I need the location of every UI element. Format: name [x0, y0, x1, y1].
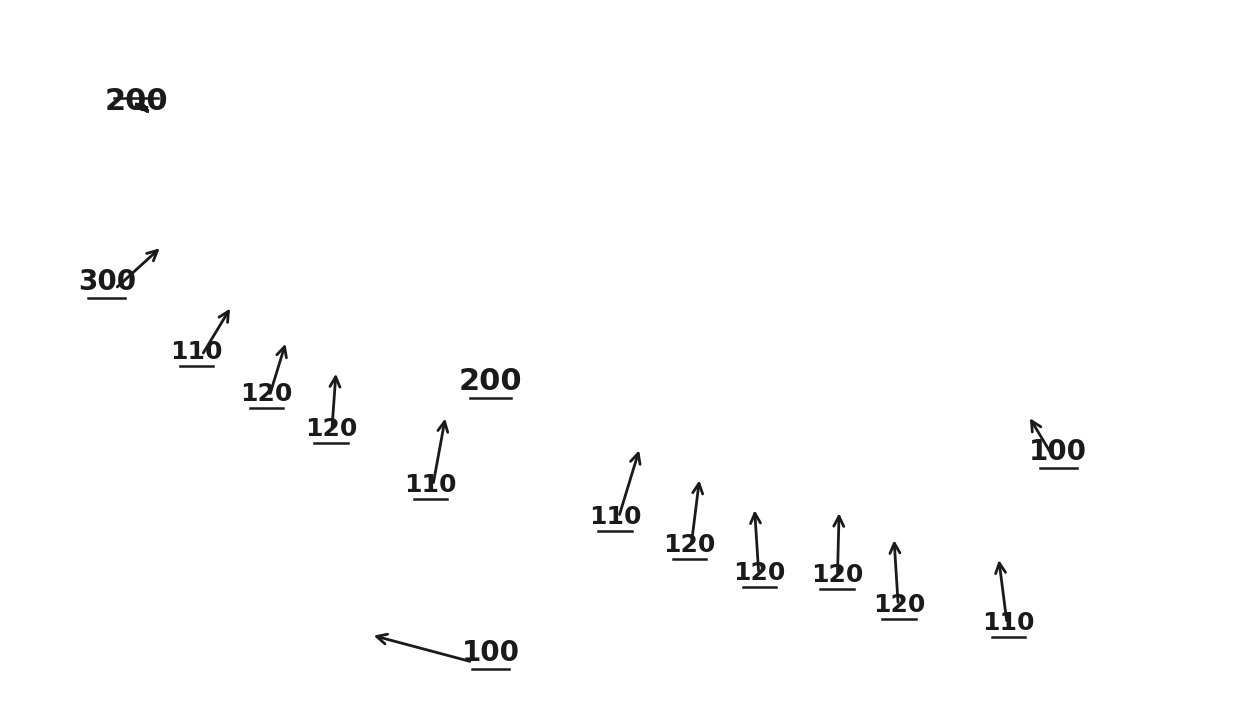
Polygon shape [138, 105, 146, 110]
Polygon shape [138, 105, 141, 107]
Text: 100: 100 [1029, 438, 1087, 465]
Polygon shape [136, 105, 145, 110]
Text: 200: 200 [104, 87, 169, 116]
Text: 120: 120 [663, 534, 715, 558]
Polygon shape [141, 106, 146, 107]
Text: 110: 110 [589, 505, 641, 529]
Polygon shape [136, 107, 146, 110]
Text: 200: 200 [459, 367, 522, 396]
Text: 120: 120 [811, 563, 863, 587]
Polygon shape [144, 106, 145, 107]
Polygon shape [139, 105, 140, 106]
Text: 100: 100 [461, 639, 520, 667]
Polygon shape [141, 106, 145, 107]
Text: 110: 110 [982, 611, 1034, 635]
Text: 120: 120 [733, 561, 786, 585]
Polygon shape [136, 107, 146, 110]
Polygon shape [143, 106, 144, 107]
Polygon shape [143, 107, 146, 108]
Polygon shape [140, 105, 141, 106]
Text: 120: 120 [305, 417, 357, 441]
Polygon shape [138, 105, 146, 108]
Text: 120: 120 [873, 593, 925, 617]
Text: 120: 120 [241, 382, 293, 406]
Text: 300: 300 [78, 268, 136, 296]
Polygon shape [136, 105, 141, 106]
Text: 110: 110 [404, 473, 458, 497]
Polygon shape [136, 105, 141, 106]
Polygon shape [136, 105, 146, 107]
Polygon shape [143, 106, 144, 107]
Text: 110: 110 [170, 340, 223, 364]
